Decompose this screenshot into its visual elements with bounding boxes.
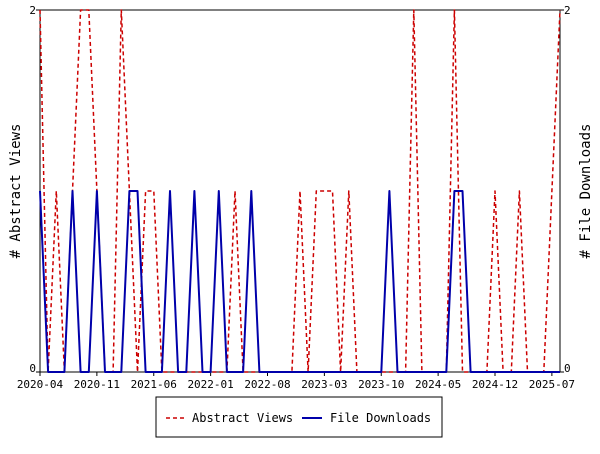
y-axis-right-title: # File Downloads xyxy=(578,124,594,259)
x-tick-label: 2024-12 xyxy=(472,378,518,391)
y-right-tick-label: 0 xyxy=(564,362,571,375)
y-left-tick-label: 0 xyxy=(29,362,36,375)
x-tick-label: 2022-01 xyxy=(187,378,233,391)
plot-area-border xyxy=(39,9,561,373)
y-left-ticks: 02 xyxy=(29,4,40,375)
series-line-file-downloads xyxy=(39,190,560,373)
x-tick-label: 2023-03 xyxy=(301,378,347,391)
y-left-tick-label: 2 xyxy=(29,4,36,17)
x-tick-label: 2021-06 xyxy=(131,378,177,391)
x-tick-label: 2020-11 xyxy=(74,378,120,391)
x-tick-label: 2024-05 xyxy=(415,378,461,391)
y-right-tick-label: 2 xyxy=(564,4,571,17)
legend-box xyxy=(155,396,443,438)
series-group xyxy=(39,9,561,373)
y-axis-left-title: # Abstract Views xyxy=(8,124,24,259)
x-tick-label: 2025-07 xyxy=(529,378,575,391)
legend-label-abstract-views: Abstract Views xyxy=(192,411,293,425)
y-right-ticks: 02 xyxy=(560,4,571,375)
series-line-abstract-views xyxy=(39,9,561,373)
x-ticks: 2020-04 2020-11 2021-06 2022-01 2022-08 2023-… xyxy=(17,372,575,391)
x-tick-label: 2020-04 xyxy=(17,378,64,391)
x-tick-label: 2022-08 xyxy=(244,378,290,391)
x-tick-label: 2023-10 xyxy=(358,378,404,391)
legend: Abstract Views File Downloads xyxy=(155,396,443,438)
legend-label-file-downloads: File Downloads xyxy=(330,411,431,425)
plot-frame xyxy=(39,9,561,373)
